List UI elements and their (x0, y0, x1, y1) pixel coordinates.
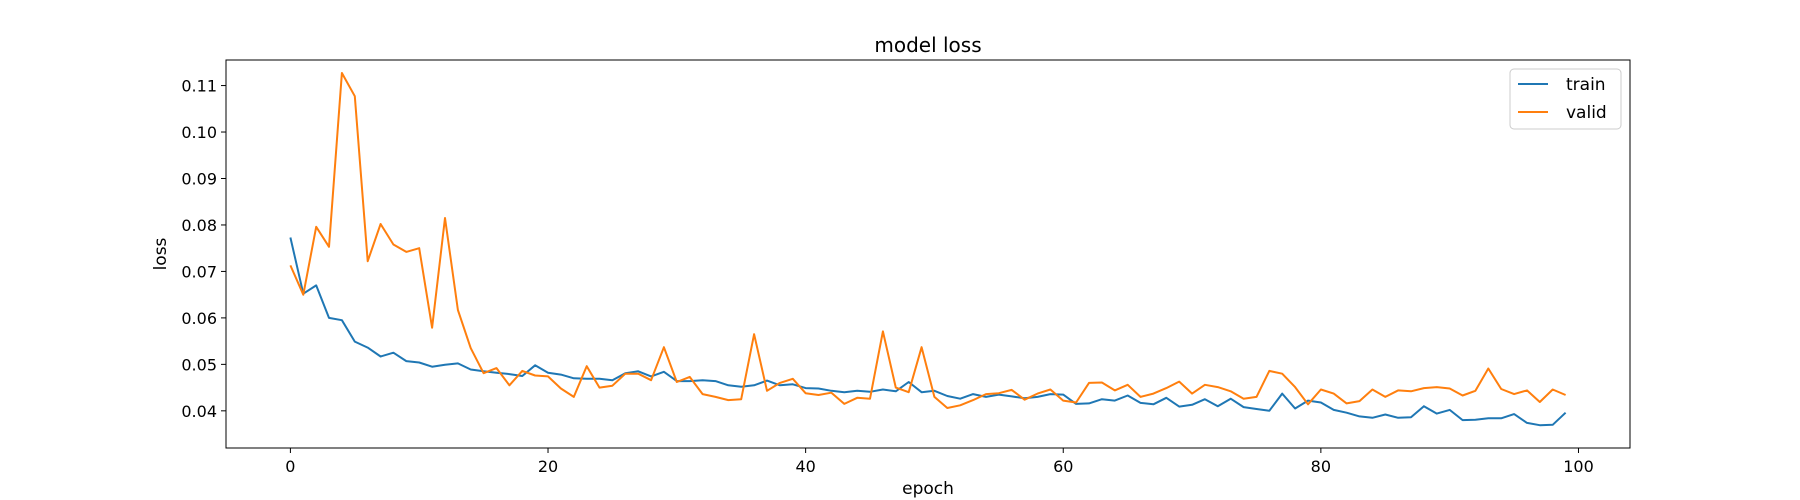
y-tick-label: 0.06 (181, 309, 217, 328)
legend-label-valid: valid (1566, 103, 1607, 123)
y-tick-label: 0.07 (181, 262, 217, 281)
x-axis: 0 20 40 60 80 100 (285, 448, 1594, 476)
y-tick-label: 0.04 (181, 402, 217, 421)
y-tick-label: 0.09 (181, 169, 217, 188)
y-tick-label: 0.10 (181, 123, 217, 142)
y-axis: 0.04 0.05 0.06 0.07 0.08 0.09 0.10 0.11 (181, 77, 226, 421)
x-axis-label: epoch (902, 479, 954, 499)
chart-title: model loss (874, 33, 981, 57)
y-axis-label: loss (151, 237, 171, 270)
x-tick-label: 80 (1311, 457, 1331, 476)
x-tick-label: 20 (538, 457, 558, 476)
legend: train valid (1509, 68, 1622, 130)
x-tick-label: 100 (1563, 457, 1594, 476)
legend-label-train: train (1566, 75, 1606, 95)
y-tick-label: 0.08 (181, 216, 217, 235)
y-tick-label: 0.11 (181, 77, 217, 96)
series-lines (289, 72, 1567, 427)
y-tick-label: 0.05 (181, 355, 217, 374)
x-tick-label: 0 (285, 457, 295, 476)
series-line-train (289, 237, 1567, 427)
x-tick-label: 40 (795, 457, 815, 476)
series-line-valid (289, 72, 1566, 409)
plot-area (225, 59, 1631, 449)
x-tick-label: 60 (1053, 457, 1073, 476)
